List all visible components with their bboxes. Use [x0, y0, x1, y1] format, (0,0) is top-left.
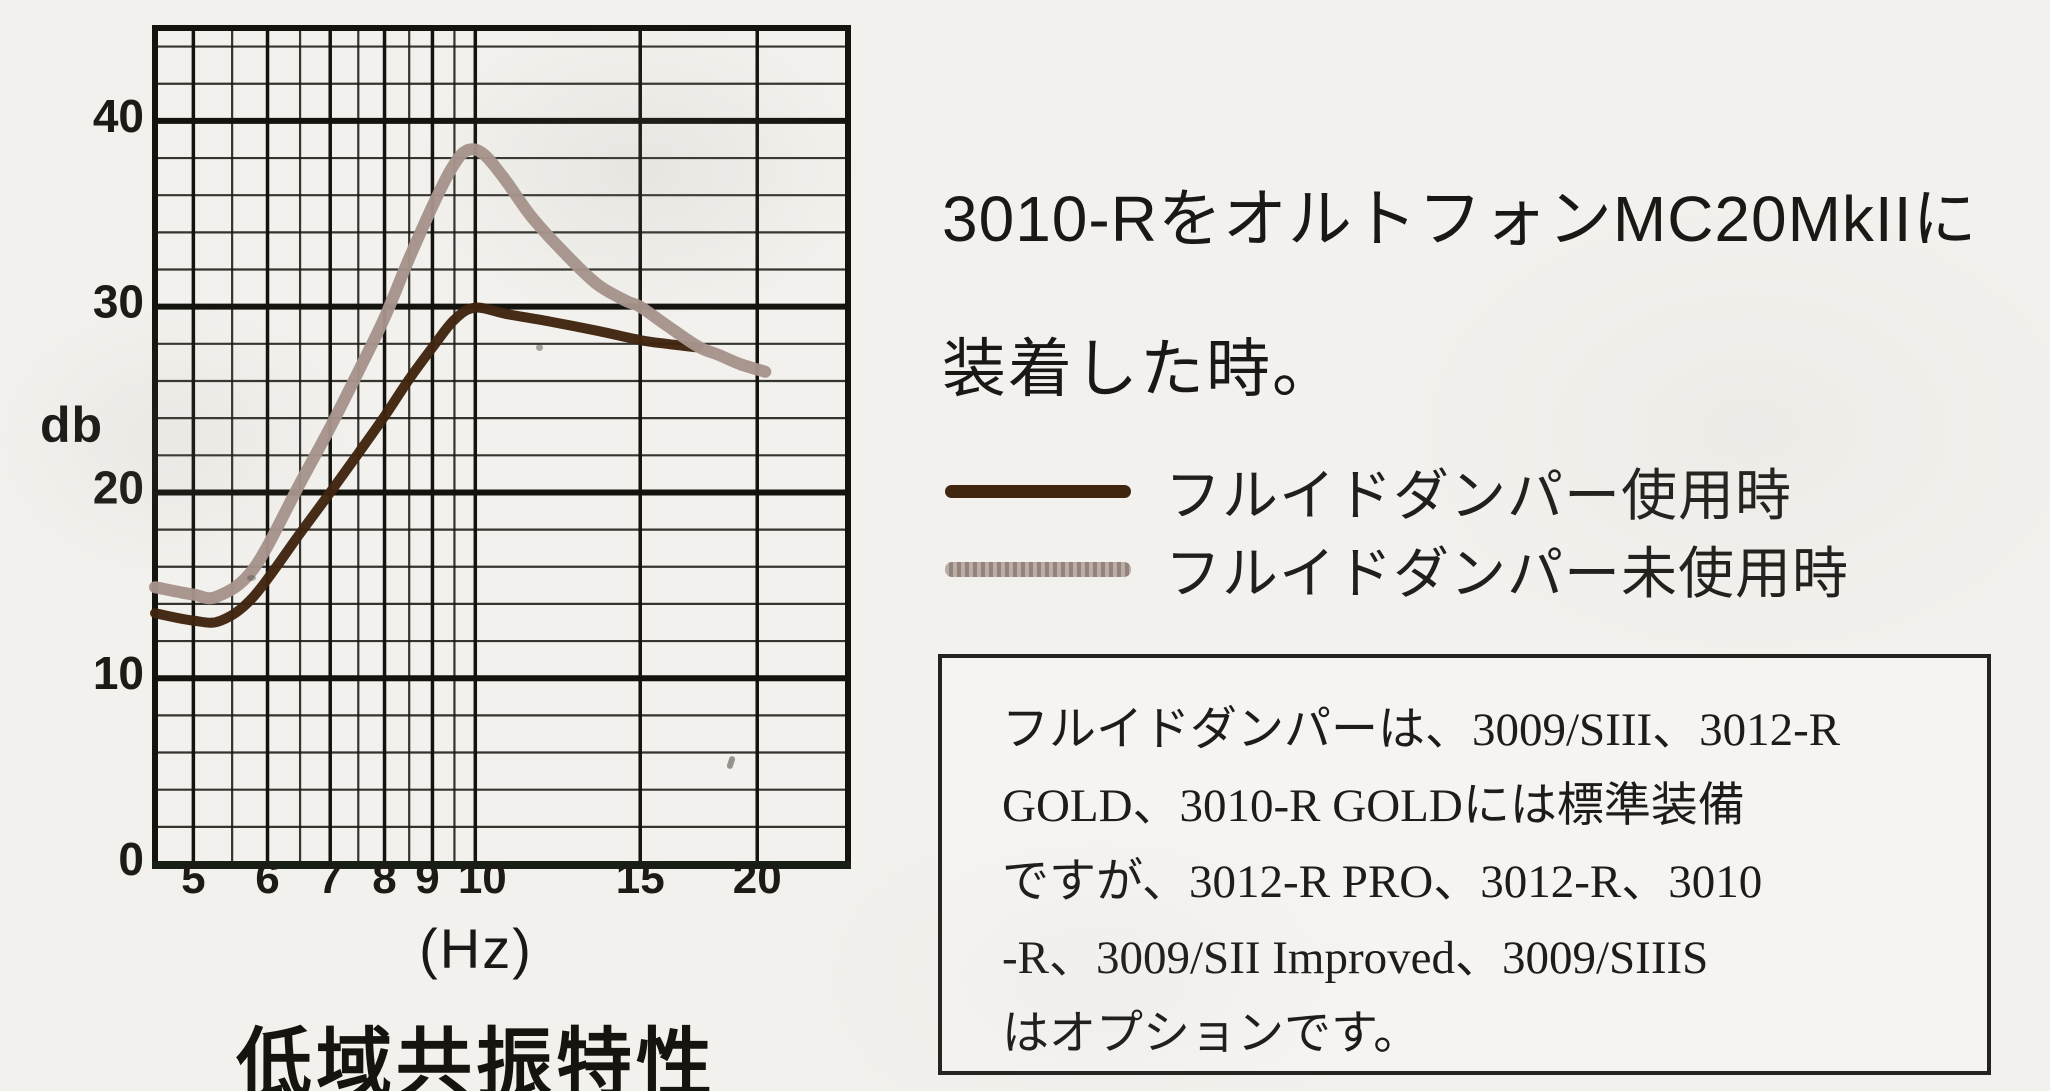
series-curve-damper-used	[150, 302, 704, 628]
scan-speck	[247, 575, 256, 581]
x-tick-label: 15	[616, 854, 665, 903]
y-tick-label: 30	[93, 276, 144, 328]
legend-label-damper-not-used: フルイドダンパー未使用時	[1165, 541, 1849, 605]
scan-speck	[536, 344, 543, 351]
note-line: フルイドダンパーは、3009/SIII、3012-R	[1002, 704, 1841, 756]
legend-item-damper-used: フルイドダンパー使用時	[945, 452, 1945, 530]
annotation-title-line2: 装着した時。	[942, 333, 1338, 405]
note-line: GOLD、3010-R GOLDには標準装備	[1002, 780, 1745, 832]
chart-legend: フルイドダンパー使用時 フルイドダンパー未使用時	[945, 452, 1945, 608]
x-tick-label: 10	[458, 854, 507, 903]
x-axis-unit-label: (Hz)	[419, 917, 533, 980]
legend-label-damper-used: フルイドダンパー使用時	[1165, 463, 1792, 527]
x-tick-label: 5	[181, 854, 205, 903]
x-tick-label: 20	[733, 854, 782, 903]
y-axis-unit-label: db	[40, 397, 104, 453]
x-tick-label: 6	[255, 854, 279, 903]
note-line: -R、3009/SII Improved、3009/SIIIS	[1002, 932, 1709, 984]
plot-border	[152, 25, 851, 867]
annotation-title-line1: 3010-RをオルトフォンMC20MkIIに	[942, 183, 1978, 255]
note-line: ですが、3012-R PRO、3012-R、3010	[1002, 856, 1763, 908]
y-tick-label: 20	[93, 461, 144, 513]
x-tick-label: 7	[318, 854, 342, 903]
legend-item-damper-not-used: フルイドダンパー未使用時	[945, 530, 1945, 608]
x-tick-label: 8	[372, 854, 396, 903]
y-tick-label: 0	[118, 833, 144, 885]
note-line: はオプションです。	[1002, 1008, 1421, 1060]
legend-line-swatch-dark	[945, 484, 1131, 498]
note-box: フルイドダンパーは、3009/SIII、3012-R GOLD、3010-R G…	[938, 654, 1991, 1075]
chart-caption: 低域共振特性	[236, 1022, 716, 1091]
legend-line-swatch-light	[945, 561, 1131, 577]
resonance-chart-svg: 0 10 20 30 40 5 6 7 8 9 10 15 20	[93, 25, 851, 903]
y-tick-label: 40	[93, 90, 144, 142]
y-tick-label: 10	[93, 647, 144, 699]
x-tick-label: 9	[415, 854, 439, 903]
series-curve-damper-not-used	[149, 143, 772, 605]
